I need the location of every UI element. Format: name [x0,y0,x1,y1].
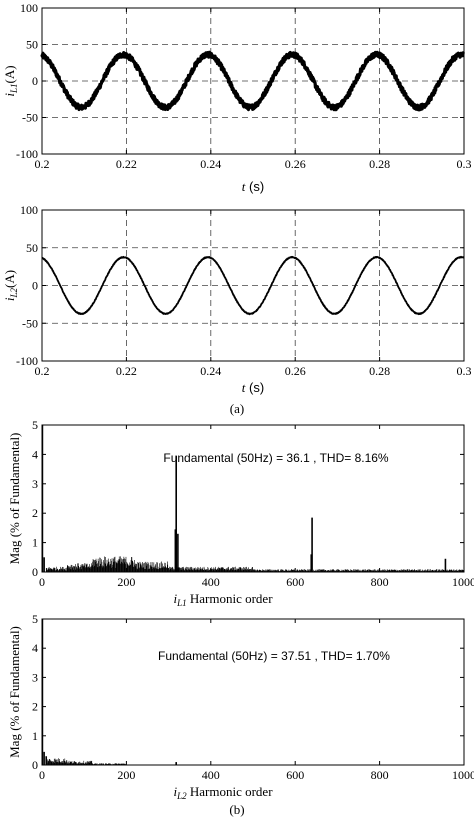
caption-b: (b) [229,802,244,817]
x-tick-label: 600 [286,768,304,782]
x-tick-label: 0 [39,768,45,782]
x-tick-label: 0 [39,575,45,589]
x-tick-label: 0.28 [369,157,390,171]
x-axis-title: iL1 Harmonic order [173,591,273,608]
x-tick-label: 0.3 [457,364,472,378]
x-axis-title: iL2 Harmonic order [173,784,273,801]
y-tick-label: 0 [32,279,38,293]
y-tick-label: 4 [32,447,38,461]
x-tick-label: 0.26 [285,157,306,171]
y-tick-label: 1 [32,536,38,550]
x-tick-label: 0.24 [200,157,221,171]
x-tick-label: 0.24 [200,364,221,378]
y-tick-label: 100 [20,203,38,217]
iL1-spectrum-chart: Fundamental (50Hz) = 36.1 , THD= 8.16% 0 2… [7,418,474,608]
x-axis-title: t (s) [242,179,264,194]
y-tick-label: 1 [32,729,38,743]
x-tick-label: 800 [371,575,389,589]
x-tick-label: 200 [117,768,135,782]
x-tick-label: 800 [371,768,389,782]
y-tick-label: -50 [22,111,38,125]
y-tick-label: 0 [32,74,38,88]
x-tick-label: 0.26 [285,364,306,378]
axes-frame [41,618,465,766]
x-tick-label: 0.2 [35,364,50,378]
y-tick-label: 100 [20,1,38,15]
y-tick-label: 50 [26,38,38,52]
iL2-spectrum-annotation: Fundamental (50Hz) = 37.51 , THD= 1.70% [158,649,390,663]
axes-frame [41,424,465,573]
y-tick-label: -100 [16,147,38,161]
x-tick-label: 0.28 [369,364,390,378]
y-tick-label: 5 [32,612,38,626]
iL2-time-chart: 0.2 0.22 0.24 0.26 0.28 0.3 -100 -50 0 50 100 iL2(A… [2,203,472,395]
y-tick-label: 0 [32,565,38,579]
x-tick-label: 400 [202,768,220,782]
x-tick-label: 600 [286,575,304,589]
x-tick-label: 0.2 [35,157,50,171]
x-tick-label: 200 [117,575,135,589]
iL1-spectrum-annotation: Fundamental (50Hz) = 36.1 , THD= 8.16% [163,451,389,465]
y-tick-label: -100 [16,354,38,368]
iL2-spectrum-noise-floor [46,758,464,765]
iL1-time-chart: 0.2 0.22 0.24 0.26 0.28 0.3 -100 -50 0 50 100 iL1(A… [2,1,472,194]
y-axis-title: Mag (% of Fundamental) [7,626,22,758]
x-tick-label: 0.3 [457,157,472,171]
iL2-time-waveform [41,255,465,316]
x-axis-title: t (s) [242,380,264,395]
x-tick-label: 1000 [452,768,474,782]
y-tick-label: 50 [26,241,38,255]
x-tick-label: 400 [202,575,220,589]
y-axis-title: iL1(A) [2,65,19,96]
y-axis-title: iL2(A) [2,270,19,301]
y-tick-label: 5 [32,418,38,432]
x-tick-label: 0.22 [116,364,137,378]
y-tick-label: -50 [22,316,38,330]
caption-a: (a) [230,401,244,416]
y-tick-label: 3 [32,670,38,684]
y-tick-label: 2 [32,700,38,714]
iL1-time-waveform [40,50,466,112]
y-axis-title: Mag (% of Fundamental) [7,433,22,565]
iL1-spectrum-noise-floor [45,556,464,572]
x-tick-label: 1000 [452,575,474,589]
iL2-spectrum-chart: Fundamental (50Hz) = 37.51 , THD= 1.70% 0… [7,612,474,801]
y-tick-label: 4 [32,641,38,655]
x-tick-label: 0.22 [116,157,137,171]
y-tick-label: 2 [32,506,38,520]
y-tick-label: 3 [32,477,38,491]
y-tick-label: 0 [32,758,38,772]
